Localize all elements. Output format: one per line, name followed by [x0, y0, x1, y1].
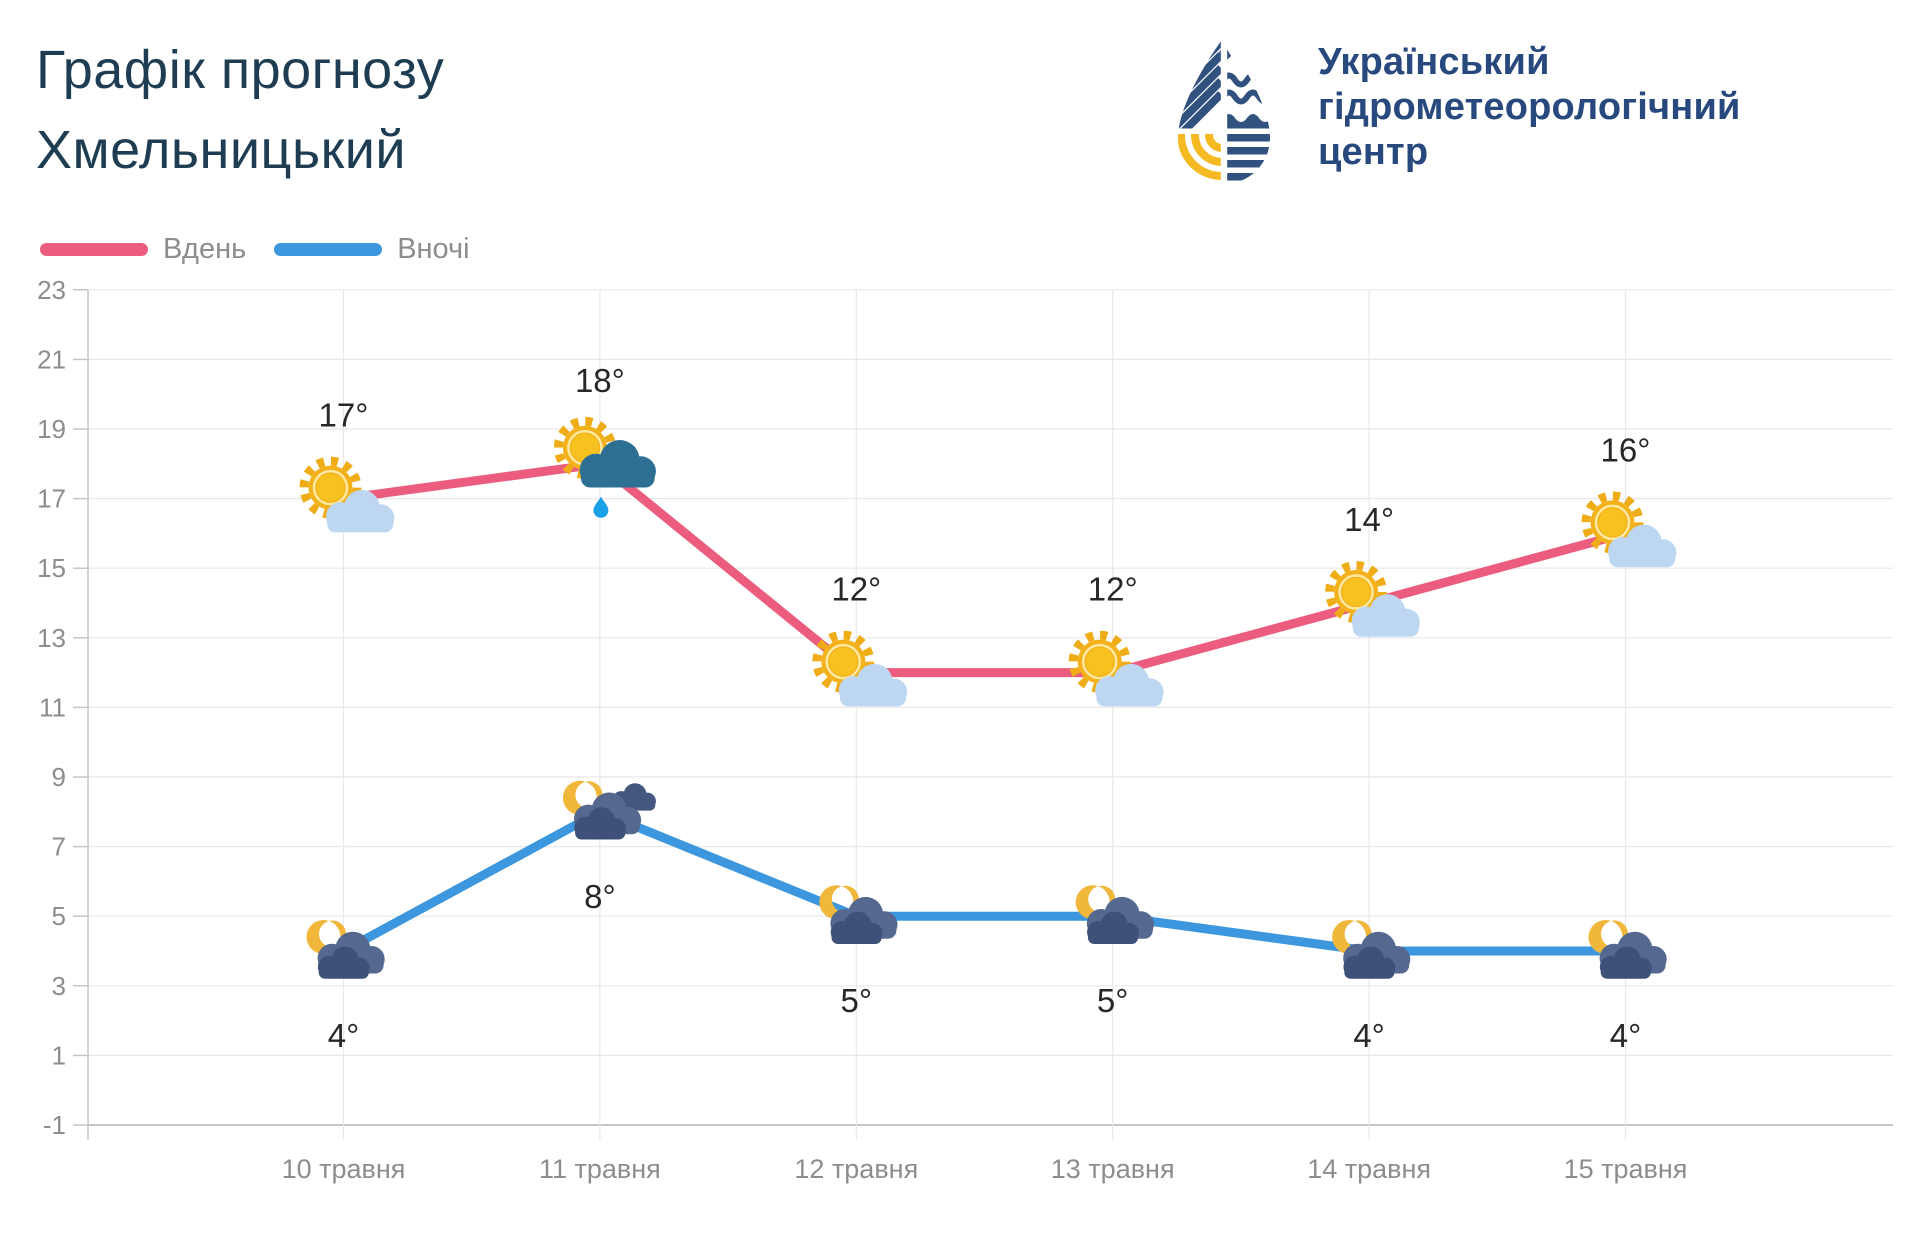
org-name: Український гідрометеорологічний центр — [1318, 40, 1741, 175]
org-line-1: Український — [1318, 41, 1550, 83]
temp-label-day-3: 12° — [1088, 571, 1138, 608]
x-tick-label-5: 15 травня — [1564, 1154, 1688, 1184]
y-tick-label-1: 1 — [52, 1040, 66, 1070]
title-line-2: Хмельницький — [36, 120, 407, 180]
y-tick-label-17: 17 — [37, 484, 66, 514]
legend-label-night: Вночі — [397, 233, 470, 265]
x-tick-label-0: 10 травня — [282, 1154, 406, 1184]
x-tick-label-3: 13 травня — [1051, 1154, 1175, 1184]
moon-cloud-icon — [1332, 920, 1410, 979]
legend-swatch-day — [40, 243, 148, 256]
sun-cloud-icon — [1073, 635, 1163, 706]
droplet-logo-icon — [1178, 37, 1270, 184]
legend-swatch-night — [274, 243, 383, 256]
hydromet-logo — [1163, 34, 1285, 207]
org-line-3: центр — [1318, 131, 1429, 173]
title-line-1: Графік прогнозу — [36, 40, 445, 100]
y-tick-label-21: 21 — [37, 344, 66, 374]
series-line-night — [339, 807, 1630, 956]
temp-label-night-0: 4° — [328, 1017, 360, 1054]
x-tick-label-2: 12 травня — [794, 1154, 918, 1184]
temp-label-day-4: 14° — [1344, 501, 1394, 538]
series-line-day — [339, 459, 1630, 678]
temp-label-day-5: 16° — [1601, 431, 1651, 468]
y-tick-label-5: 5 — [52, 901, 66, 931]
sun-cloud-icon — [1330, 566, 1420, 637]
moon-cloud-icon — [1076, 885, 1154, 944]
y-tick-label-23: 23 — [37, 275, 66, 305]
temp-label-night-1: 8° — [584, 878, 616, 915]
moon-cloud-icon — [307, 920, 385, 979]
chart-legend: Вдень Вночі — [40, 233, 498, 266]
temp-label-night-5: 4° — [1610, 1017, 1642, 1054]
legend-label-day: Вдень — [163, 233, 247, 265]
y-tick-label-19: 19 — [37, 414, 66, 444]
moon-cloud-icon — [1589, 920, 1667, 979]
y-tick-label-9: 9 — [52, 762, 66, 792]
temp-label-night-2: 5° — [841, 982, 873, 1019]
temp-label-day-2: 12° — [831, 571, 881, 608]
x-tick-label-1: 11 травня — [539, 1154, 661, 1184]
y-tick-label--1: -1 — [43, 1110, 66, 1140]
sun-cloud-icon — [1586, 496, 1676, 567]
temp-label-night-3: 5° — [1097, 982, 1129, 1019]
org-line-2: гідрометеорологічний — [1318, 86, 1741, 128]
y-tick-label-15: 15 — [37, 553, 66, 583]
x-tick-label-4: 14 травня — [1307, 1154, 1431, 1184]
page-title: Графік прогнозу Хмельницький — [36, 30, 444, 190]
temp-label-day-1: 18° — [575, 362, 625, 399]
temp-label-day-0: 17° — [319, 397, 369, 434]
moon-cloud-icon — [819, 885, 897, 944]
y-tick-label-13: 13 — [37, 623, 66, 653]
y-tick-label-3: 3 — [52, 971, 66, 1001]
temp-label-night-4: 4° — [1353, 1017, 1385, 1054]
y-tick-label-7: 7 — [52, 832, 66, 862]
y-tick-label-11: 11 — [39, 692, 66, 722]
